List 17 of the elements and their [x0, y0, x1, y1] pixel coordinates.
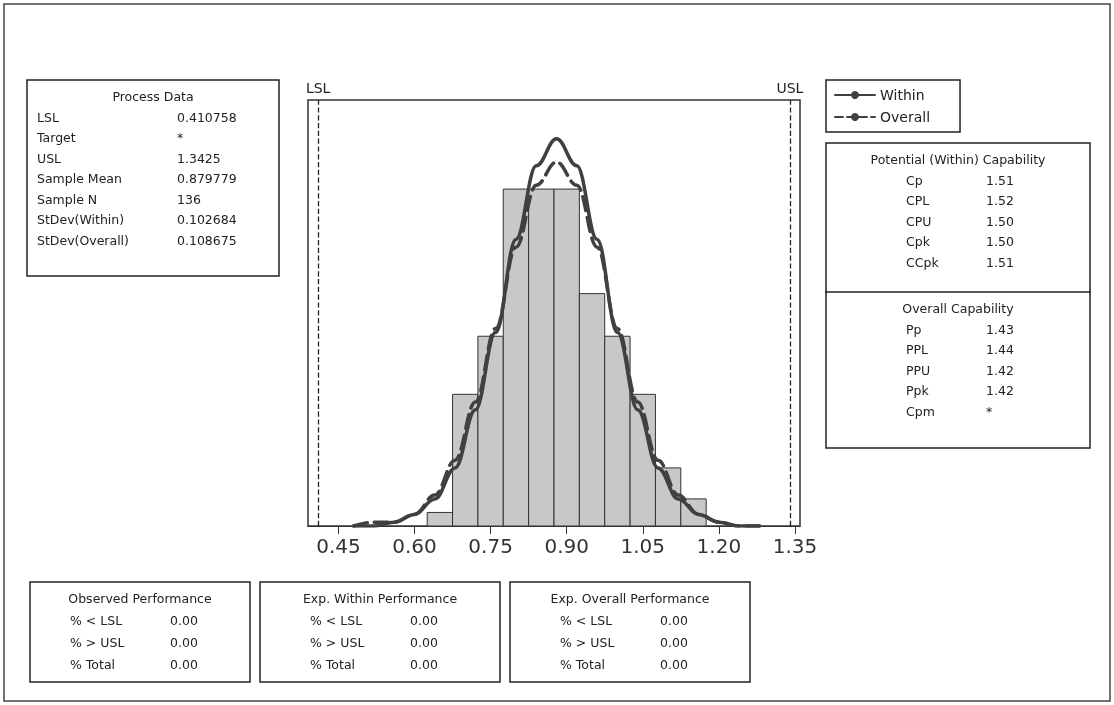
text: Exp. Overall Performance % < LSL 0.00 % > USL 0.00 % Total 0.00	[550, 591, 710, 672]
ref-line-label: USL	[776, 80, 804, 96]
text: Overall Capability Pp 1.43 PPL 1.44 PPU 1.42 Ppk 1.42 Cpm *	[902, 301, 1014, 419]
text: Potential (Within) Capability Cp 1.51 CPL 1.52 CPU 1.50 Cpk 1.50 CCpk 1.51	[870, 152, 1046, 270]
x-tick-label: 0.60	[392, 534, 437, 558]
x-tick-label: 1.05	[620, 534, 666, 558]
x-tick-label: 0.45	[316, 534, 361, 558]
x-tick-label: 0.90	[544, 534, 589, 558]
x-tick-label: 1.35	[772, 534, 818, 558]
x-tick-label: 1.20	[696, 534, 742, 558]
x-tick-label: 0.75	[468, 534, 513, 558]
text: Observed Performance % < LSL 0.00 % > USL 0.00 % Total 0.00	[68, 591, 212, 672]
legend-label: Overall	[880, 109, 931, 125]
legend-label: Within	[880, 87, 925, 103]
ref-line-label: LSL	[305, 80, 331, 96]
text: Process Data LSL 0.410758 Target * USL 1.3425 Sample Mean 0.879779 Sample N 136 StDev(Within) 0.102684 StDev(Overall) 0.108675	[37, 89, 237, 248]
text: Exp. Within Performance % < LSL 0.00 % > USL 0.00 % Total 0.00	[302, 591, 458, 672]
